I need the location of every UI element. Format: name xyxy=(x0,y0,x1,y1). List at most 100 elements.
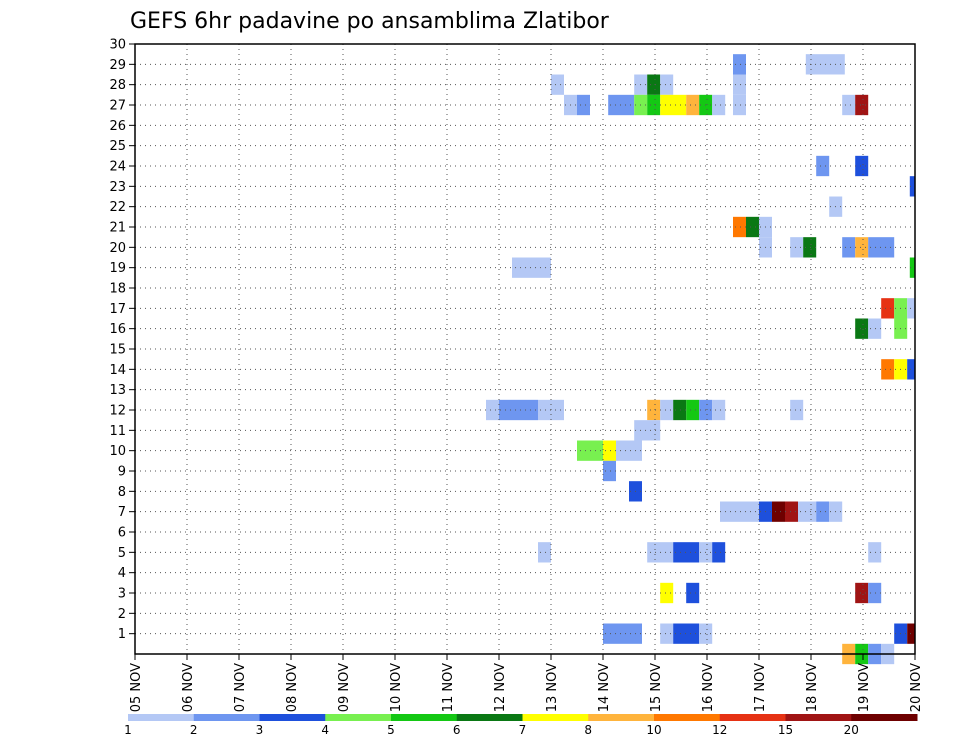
heatmap-cell xyxy=(868,318,882,339)
colorbar-segment xyxy=(522,714,589,721)
colorbar: 1 2 3 4 5 6 7 8 10 12 15 20 xyxy=(124,714,918,737)
heatmap-cell xyxy=(673,542,700,563)
heatmap-cell xyxy=(660,582,674,604)
y-tick-label: 26 xyxy=(109,119,126,134)
colorbar-label: 20 xyxy=(844,723,859,737)
heatmap-cell xyxy=(855,582,869,604)
heatmap-cell xyxy=(499,399,538,421)
heatmap-cell xyxy=(577,94,590,116)
colorbar-segment xyxy=(785,714,852,721)
x-tick-label: 05 NOV xyxy=(129,663,144,712)
heatmap-cell xyxy=(634,420,661,441)
heatmap-cell xyxy=(803,237,817,258)
heatmap-cell xyxy=(772,501,785,522)
heatmap-cell xyxy=(647,74,661,95)
colorbar-segment xyxy=(325,714,392,721)
y-tick-label: 16 xyxy=(109,322,126,337)
y-tick-label: 3 xyxy=(118,587,126,602)
heatmap-cell xyxy=(712,399,726,421)
y-tick-label: 11 xyxy=(109,424,126,439)
heatmap-cell xyxy=(616,440,642,461)
chart-title: GEFS 6hr padavine po ansamblima Zlatibor xyxy=(130,9,610,34)
heatmap-cell xyxy=(855,94,869,116)
heatmap-cell xyxy=(603,440,616,461)
x-tick-label: 15 NOV xyxy=(649,663,664,712)
heatmap-cell xyxy=(538,542,551,563)
colorbar-label: 2 xyxy=(190,723,198,737)
colorbar-label: 4 xyxy=(321,723,329,737)
x-tick-label: 17 NOV xyxy=(753,663,768,712)
heatmap-cell xyxy=(660,94,687,116)
heatmap-cell xyxy=(868,542,882,563)
heatmap-cell xyxy=(842,237,856,258)
heatmap-cell xyxy=(868,582,882,604)
heatmap-cell xyxy=(907,298,915,319)
y-tick-label: 12 xyxy=(109,404,126,419)
x-tick-label: 06 NOV xyxy=(181,663,196,712)
y-tick-label: 8 xyxy=(118,485,126,500)
heatmap-cell xyxy=(712,94,726,116)
heatmap-cell xyxy=(868,237,895,258)
heatmap-cell xyxy=(647,94,661,116)
heatmap-cell xyxy=(855,318,869,339)
y-tick-label: 14 xyxy=(109,363,126,378)
x-tick-label: 14 NOV xyxy=(597,663,612,712)
x-axis-ticks: 05 NOV 06 NOV 07 NOV 08 NOV 09 NOV 10 NOV 11 N… xyxy=(129,654,924,712)
heatmap-cell xyxy=(608,94,635,116)
colorbar-label: 12 xyxy=(712,723,727,737)
heatmap-cell xyxy=(486,399,499,421)
colorbar-label: 8 xyxy=(584,723,592,737)
colorbar-label: 7 xyxy=(519,723,527,737)
y-tick-label: 7 xyxy=(118,505,126,520)
y-tick-label: 25 xyxy=(109,139,126,154)
x-tick-label: 13 NOV xyxy=(545,663,560,712)
heatmap-cell xyxy=(842,94,856,116)
heatmap-cell xyxy=(907,623,915,644)
heatmap-cell xyxy=(720,501,759,522)
heatmap-cell xyxy=(855,237,869,258)
colorbar-label: 3 xyxy=(256,723,264,737)
colorbar-segment xyxy=(391,714,458,721)
heatmap-cell xyxy=(733,216,746,238)
colorbar-label: 10 xyxy=(646,723,661,737)
y-tick-label: 19 xyxy=(109,261,126,276)
y-tick-label: 29 xyxy=(109,58,126,73)
x-tick-label: 16 NOV xyxy=(701,663,716,712)
heatmap-cell xyxy=(686,94,700,116)
y-axis-ticks: 1234567891011121314151617181920212223242… xyxy=(109,38,135,642)
heatmap-cell xyxy=(907,359,915,380)
heatmap-cell xyxy=(660,74,674,95)
heatmap-cell xyxy=(686,399,700,421)
heatmap-cell xyxy=(746,216,759,238)
y-tick-label: 4 xyxy=(118,566,126,581)
y-tick-label: 28 xyxy=(109,78,126,93)
colorbar-segment xyxy=(259,714,326,721)
colorbar-segment xyxy=(193,714,260,721)
y-tick-label: 30 xyxy=(109,38,126,53)
x-tick-label: 11 NOV xyxy=(441,663,456,712)
colorbar-segment xyxy=(719,714,786,721)
heatmap-cell xyxy=(660,399,674,421)
y-tick-label: 27 xyxy=(109,99,126,114)
heatmap-cell xyxy=(647,399,661,421)
heatmap-cell xyxy=(909,176,915,197)
colorbar-label: 5 xyxy=(387,723,395,737)
colorbar-segment xyxy=(588,714,655,721)
y-tick-label: 15 xyxy=(109,343,126,358)
heatmap-cell xyxy=(712,542,726,563)
y-tick-label: 22 xyxy=(109,200,126,215)
heatmap-cell xyxy=(603,460,616,482)
x-tick-label: 18 NOV xyxy=(805,663,820,712)
x-tick-label: 19 NOV xyxy=(857,663,872,712)
heatmap-cell xyxy=(881,298,895,319)
colorbar-segment xyxy=(851,714,918,721)
x-tick-label: 08 NOV xyxy=(285,663,300,712)
x-tick-label: 12 NOV xyxy=(493,663,508,712)
y-tick-label: 5 xyxy=(118,546,126,561)
x-tick-label: 10 NOV xyxy=(389,663,404,712)
x-tick-label: 07 NOV xyxy=(233,663,248,712)
heatmap-cell xyxy=(733,54,746,75)
heatmap-cell xyxy=(881,359,895,380)
heatmap-cell xyxy=(816,501,830,522)
